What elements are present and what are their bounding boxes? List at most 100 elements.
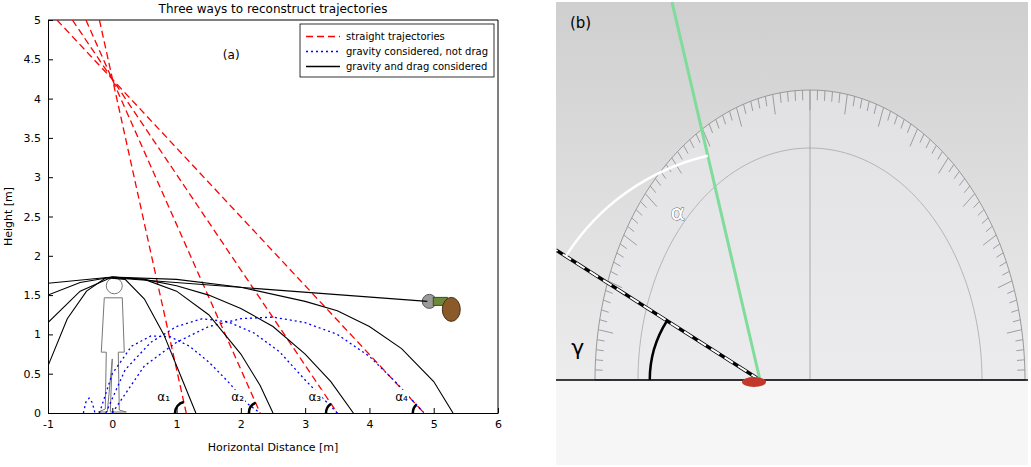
legend-label: gravity and drag considered xyxy=(346,61,487,72)
plot-frame xyxy=(48,20,498,413)
table-edge xyxy=(556,379,1028,380)
tick: 2 xyxy=(238,408,245,431)
protractor-tick xyxy=(894,115,897,124)
legend-item: gravity considered, not drag xyxy=(306,46,488,57)
protractor-tick xyxy=(920,134,924,143)
protractor-tick xyxy=(817,90,818,100)
protractor-tick xyxy=(998,281,1012,288)
gamma-label: γ xyxy=(571,335,584,360)
protractor xyxy=(595,90,1025,380)
annotation-label: (a) xyxy=(223,48,240,62)
alpha-label: α xyxy=(670,200,685,225)
tick-label: 1 xyxy=(174,418,181,431)
tick-mark xyxy=(369,408,370,413)
trajectory xyxy=(48,278,196,413)
annotations: (a) α₁ α₂ α₃ α₄ xyxy=(156,48,409,404)
protractor-tick xyxy=(888,111,891,120)
shooter-body xyxy=(442,297,460,321)
axis-y: 00.511.522.533.544.55 xyxy=(24,14,54,420)
protractor-tick xyxy=(986,226,992,231)
protractor-tick xyxy=(758,99,760,109)
tick-label: 6 xyxy=(495,418,502,431)
protractor-tick xyxy=(878,107,883,126)
data-lines xyxy=(48,20,453,413)
protractor-tick xyxy=(959,179,964,186)
protractor-tick xyxy=(845,94,848,114)
panel-b: αγ(b) xyxy=(556,2,1028,465)
protractor-tick xyxy=(982,218,988,224)
protractor-tick xyxy=(596,350,603,351)
annotation: α₄ xyxy=(394,390,409,404)
protractor-tick xyxy=(839,93,840,103)
protractor-tick xyxy=(795,91,797,101)
tick-mark xyxy=(305,408,306,413)
protractor-tick xyxy=(736,107,741,126)
protractor-tick xyxy=(620,244,627,249)
tick-mark xyxy=(48,413,53,414)
protractor-tick xyxy=(709,124,713,133)
tick-label: -1 xyxy=(43,418,54,431)
trajectory-line-base xyxy=(556,250,760,380)
tick-label: 5 xyxy=(34,14,41,27)
protractor-tick xyxy=(1013,320,1020,322)
protractor-tick xyxy=(1000,262,1007,266)
protractor-tick xyxy=(938,151,943,159)
protractor-tick xyxy=(1017,369,1025,370)
annotation: α₃ xyxy=(307,390,322,404)
tick: 0 xyxy=(34,407,53,420)
label-patch xyxy=(307,390,322,404)
annotation-label: α₁ xyxy=(157,390,170,404)
series xyxy=(48,277,453,413)
protractor-tick xyxy=(1007,290,1014,293)
legend-item: gravity and drag considered xyxy=(306,61,487,72)
protractor-tick xyxy=(601,310,608,312)
tick: 2 xyxy=(34,250,53,263)
gamma-arc xyxy=(649,320,669,380)
protractor-tick xyxy=(645,194,657,207)
protractor-tick xyxy=(963,194,975,207)
tick: 4 xyxy=(34,93,53,106)
impact-arcs xyxy=(174,401,418,413)
protractor-tick xyxy=(926,140,930,148)
angle-arc xyxy=(248,402,256,413)
tick-label: 2 xyxy=(34,250,41,263)
tick: 0.5 xyxy=(24,368,54,381)
annotation: α₁ xyxy=(156,390,171,404)
trajectory xyxy=(48,277,453,413)
tick-label: 0.5 xyxy=(24,368,42,381)
protractor-tick xyxy=(617,253,624,257)
reference-line xyxy=(672,2,760,380)
protractor-tick xyxy=(600,320,607,322)
title: Three ways to reconstruct trajectories xyxy=(158,2,388,16)
annotation-label: α₂ xyxy=(231,390,244,404)
protractor-tick xyxy=(723,115,726,124)
protractor-tick xyxy=(1016,350,1023,351)
person-icon xyxy=(98,278,126,412)
protractor-tick xyxy=(939,158,949,174)
trajectory xyxy=(48,277,353,413)
shooter-icon xyxy=(422,294,460,321)
angle-arc xyxy=(325,403,332,413)
protractor-tick xyxy=(1002,271,1009,275)
protractor-tick xyxy=(1007,330,1022,334)
icons xyxy=(98,278,460,412)
protractor-tick xyxy=(901,119,904,128)
angle-arc xyxy=(412,404,418,413)
protractor-tick xyxy=(983,235,996,245)
legend-label: gravity considered, not drag xyxy=(346,46,488,57)
alpha-arc xyxy=(565,155,708,257)
protractor-tick xyxy=(860,99,862,109)
legend-item: straight trajectories xyxy=(306,31,445,42)
tick-mark xyxy=(48,59,53,60)
tick: 4.5 xyxy=(24,53,54,66)
y-axis-title: Height [m] xyxy=(2,187,15,246)
protractor-tick xyxy=(954,171,959,178)
label-patch xyxy=(230,390,245,404)
tick-mark xyxy=(48,374,53,375)
protractor-tick xyxy=(1009,300,1016,303)
trajectory xyxy=(112,278,427,302)
legend-swatch xyxy=(306,51,340,52)
protractor-tick xyxy=(597,340,604,341)
tick-label: 1 xyxy=(34,328,41,341)
protractor-tick xyxy=(932,145,936,153)
